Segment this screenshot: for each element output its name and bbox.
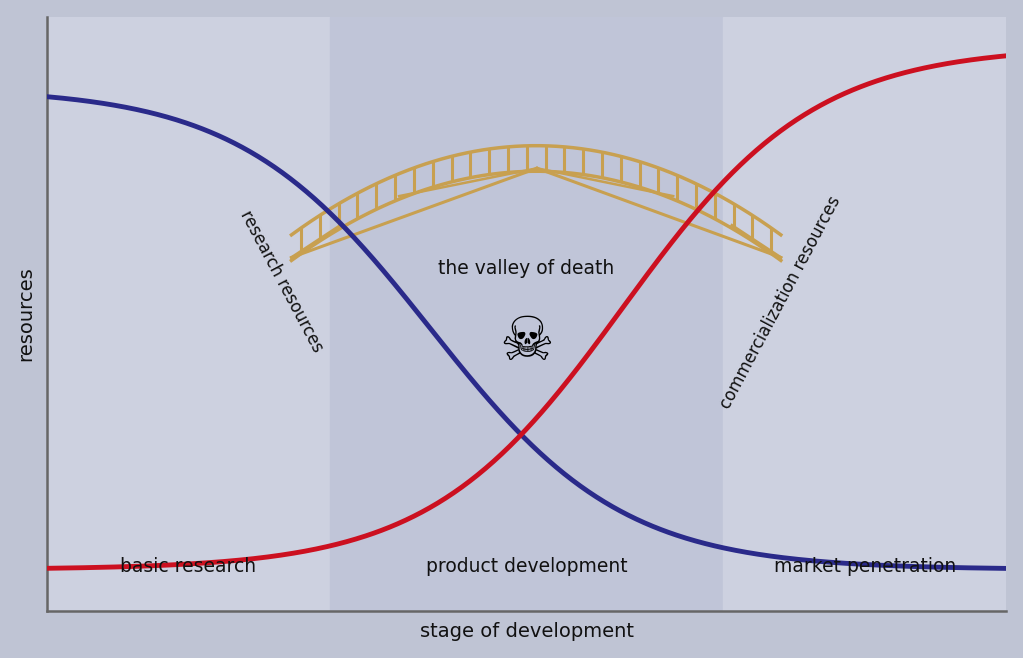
Bar — [723, 16, 1007, 611]
Bar — [47, 16, 329, 611]
X-axis label: stage of development: stage of development — [419, 622, 633, 642]
Text: product development: product development — [426, 557, 627, 576]
Text: ☠: ☠ — [499, 314, 553, 373]
Y-axis label: resources: resources — [16, 266, 36, 361]
Text: commercialization resources: commercialization resources — [717, 193, 845, 411]
Bar — [329, 16, 723, 611]
Text: research resources: research resources — [237, 207, 327, 355]
Text: market penetration: market penetration — [773, 557, 955, 576]
Text: the valley of death: the valley of death — [439, 259, 615, 278]
Text: basic research: basic research — [121, 557, 257, 576]
